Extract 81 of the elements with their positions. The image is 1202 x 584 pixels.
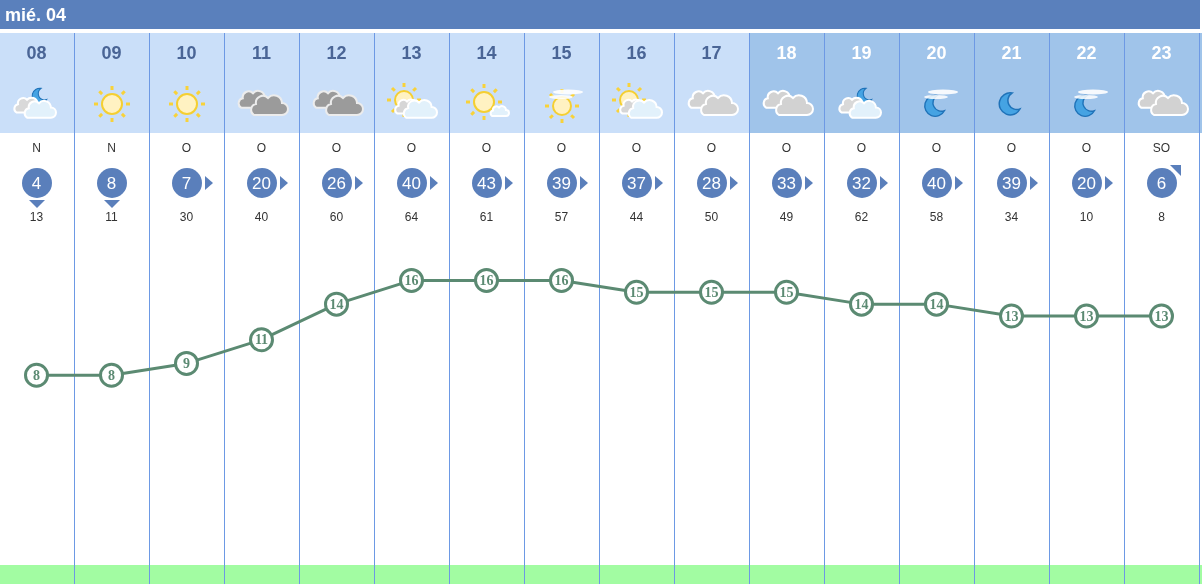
text: O [406, 141, 417, 155]
text: 34 [1004, 210, 1019, 224]
x-tick-label: 20 [926, 43, 947, 63]
text: N [107, 141, 116, 155]
text: 33 [777, 173, 796, 193]
x-tick-label: 18 [776, 43, 797, 63]
text: 40 [254, 210, 269, 224]
data-label: 14 [329, 296, 344, 312]
text: SO [1152, 141, 1171, 155]
text: O [181, 141, 192, 155]
data-label: 11 [254, 332, 269, 348]
text: 28 [702, 173, 721, 193]
data-label: 15 [629, 284, 644, 300]
x-tick-label: 17 [701, 43, 722, 63]
text: 8 [106, 173, 117, 193]
x-tick-label: 19 [851, 43, 872, 63]
x-tick-label: 12 [326, 43, 347, 63]
text: 37 [627, 173, 646, 193]
text: 61 [479, 210, 494, 224]
data-label: 14 [929, 296, 944, 312]
text: O [631, 141, 642, 155]
text: 6 [1156, 173, 1167, 193]
x-tick-label: 23 [1151, 43, 1172, 63]
text: O [931, 141, 942, 155]
data-label: 16 [404, 272, 419, 288]
text: O [556, 141, 567, 155]
text: 4 [31, 173, 42, 193]
data-label: 13 [1154, 308, 1169, 324]
x-tick-label: 08 [26, 43, 47, 63]
text: 7 [181, 173, 192, 193]
data-label: 13 [1079, 308, 1094, 324]
text: 40 [402, 173, 421, 193]
text: O [781, 141, 792, 155]
x-tick-label: 11 [251, 43, 272, 63]
text: O [1081, 141, 1092, 155]
text: O [706, 141, 717, 155]
text: 39 [552, 173, 571, 193]
text: 64 [404, 210, 419, 224]
text: 49 [779, 210, 794, 224]
x-tick-label: 13 [401, 43, 422, 63]
text: O [256, 141, 267, 155]
data-label: 15 [779, 284, 794, 300]
text: 57 [554, 210, 569, 224]
text: 20 [252, 173, 271, 193]
x-tick-label: 15 [551, 43, 572, 63]
text: N [32, 141, 41, 155]
data-label: 14 [854, 296, 869, 312]
x-tick-label: 16 [626, 43, 647, 63]
text: 43 [477, 173, 496, 193]
data-label: 16 [554, 272, 569, 288]
text: 10 [1079, 210, 1094, 224]
text: 30 [179, 210, 194, 224]
text: 11 [105, 210, 118, 224]
text: 58 [929, 210, 944, 224]
data-label: 8 [108, 367, 115, 383]
x-tick-label: 10 [176, 43, 197, 63]
x-tick-label: 21 [1001, 43, 1022, 63]
text: O [856, 141, 867, 155]
text: 39 [1002, 173, 1021, 193]
data-label: 15 [704, 284, 719, 300]
data-label: 9 [183, 355, 190, 371]
text: O [331, 141, 342, 155]
text: 50 [704, 210, 719, 224]
x-tick-label: 14 [476, 43, 497, 63]
text: 32 [852, 173, 871, 193]
text: 60 [329, 210, 344, 224]
chart-title: mié. 04 [5, 5, 67, 25]
text: 62 [854, 210, 869, 224]
text: 13 [29, 210, 44, 224]
text: 8 [1158, 210, 1165, 224]
x-tick-label: 09 [101, 43, 122, 63]
text: 44 [629, 210, 644, 224]
x-tick-label: 22 [1076, 43, 1097, 63]
text: 20 [1077, 173, 1096, 193]
text: 26 [327, 173, 346, 193]
data-label: 8 [33, 367, 40, 383]
text: O [1006, 141, 1017, 155]
text: 40 [927, 173, 946, 193]
data-label: 16 [479, 272, 494, 288]
text: O [481, 141, 492, 155]
data-label: 13 [1004, 308, 1019, 324]
